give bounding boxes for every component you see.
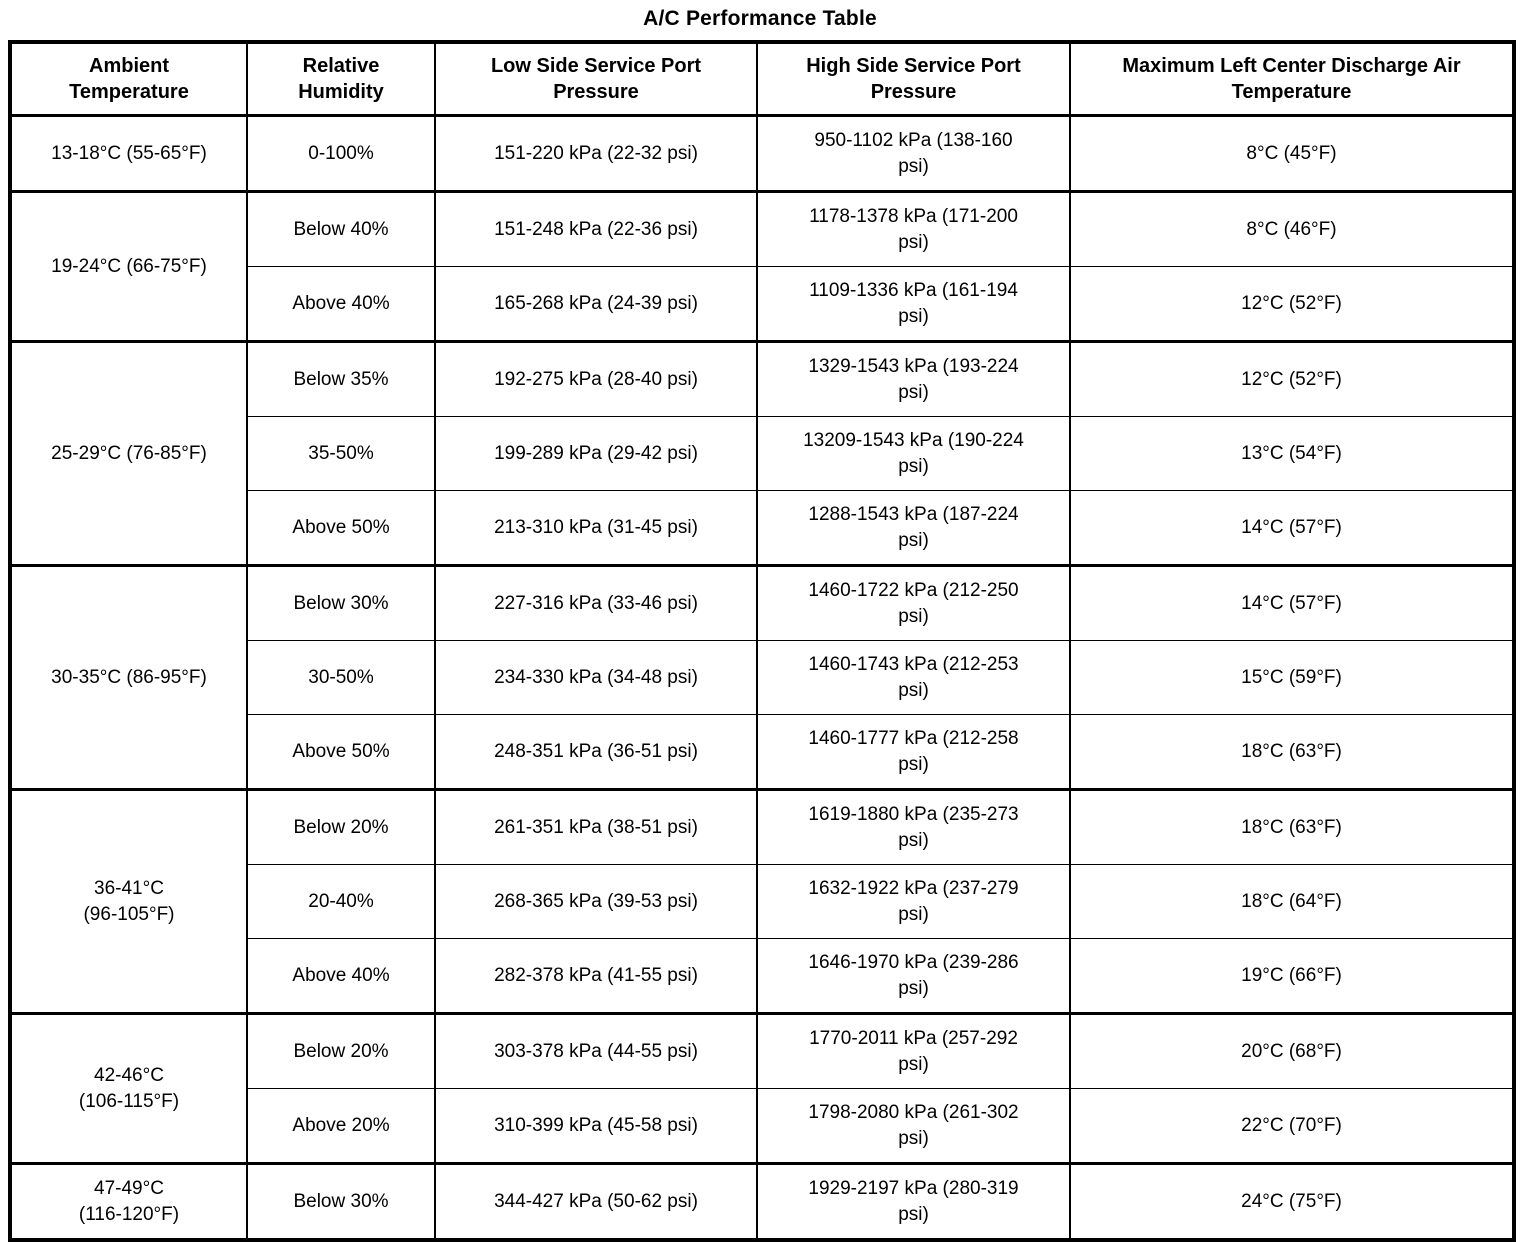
- column-header-low-side-pressure: Low Side Service Port Pressure: [434, 41, 758, 117]
- cell-high-side-pressure: 1460-1777 kPa (212-258 psi): [756, 714, 1071, 790]
- cell-relative-humidity: Below 30%: [246, 564, 436, 641]
- cell-ambient-temperature: 19-24°C (66-75°F): [9, 190, 248, 342]
- cell-high-side-pressure: 1619-1880 kPa (235-273 psi): [756, 788, 1071, 865]
- cell-max-discharge-temperature: 12°C (52°F): [1069, 266, 1515, 342]
- table-row: 47-49°C (116-120°F) Below 30% 344-427 kPa …: [9, 1162, 1515, 1241]
- cell-low-side-pressure: 248-351 kPa (36-51 psi): [434, 714, 758, 790]
- table-row: 30-35°C (86-95°F) Below 30% 227-316 kPa (3…: [9, 564, 1515, 790]
- cell-max-discharge-temperature: 19°C (66°F): [1069, 938, 1515, 1014]
- cell-relative-humidity: Above 50%: [246, 490, 436, 566]
- cell-high-side-pressure: 1460-1722 kPa (212-250 psi): [756, 564, 1071, 641]
- cell-relative-humidity: Below 35%: [246, 340, 436, 417]
- cell-max-discharge-temperature: 18°C (63°F): [1069, 714, 1515, 790]
- cell-max-discharge-temperature: 8°C (46°F): [1069, 190, 1515, 267]
- cell-relative-humidity: Below 30%: [246, 1162, 436, 1241]
- table-row: 35-50% 199-289 kPa (29-42 psi) 13209-1543 …: [10, 416, 1515, 491]
- cell-low-side-pressure: 282-378 kPa (41-55 psi): [434, 938, 758, 1014]
- cell-high-side-pressure: 1929-2197 kPa (280-319 psi): [756, 1162, 1071, 1241]
- cell-max-discharge-temperature: 14°C (57°F): [1069, 564, 1515, 641]
- cell-low-side-pressure: 151-220 kPa (22-32 psi): [434, 114, 758, 192]
- cell-relative-humidity: Above 50%: [246, 714, 436, 790]
- cell-max-discharge-temperature: 13°C (54°F): [1069, 416, 1515, 491]
- cell-relative-humidity: Below 20%: [246, 788, 436, 865]
- cell-max-discharge-temperature: 20°C (68°F): [1069, 1012, 1515, 1089]
- cell-high-side-pressure: 1109-1336 kPa (161-194 psi): [756, 266, 1071, 342]
- cell-high-side-pressure: 1646-1970 kPa (239-286 psi): [756, 938, 1071, 1014]
- table-row: 13-18°C (55-65°F) 0-100% 151-220 kPa (22-3…: [9, 114, 1515, 192]
- table-row: 20-40% 268-365 kPa (39-53 psi) 1632-1922 k…: [10, 864, 1515, 939]
- cell-relative-humidity: Above 40%: [246, 266, 436, 342]
- cell-low-side-pressure: 234-330 kPa (34-48 psi): [434, 640, 758, 715]
- table-row: 30-50% 234-330 kPa (34-48 psi) 1460-1743 k…: [10, 640, 1515, 715]
- cell-ambient-temperature: 36-41°C (96-105°F): [9, 788, 248, 1014]
- column-header-relative-humidity: Relative Humidity: [246, 41, 436, 117]
- cell-low-side-pressure: 344-427 kPa (50-62 psi): [434, 1162, 758, 1241]
- cell-ambient-temperature: 42-46°C (106-115°F): [9, 1012, 248, 1164]
- table-row: 36-41°C (96-105°F) Below 20% 261-351 kPa (…: [9, 788, 1515, 1014]
- cell-max-discharge-temperature: 8°C (45°F): [1069, 114, 1515, 192]
- cell-max-discharge-temperature: 18°C (64°F): [1069, 864, 1515, 939]
- cell-low-side-pressure: 310-399 kPa (45-58 psi): [434, 1088, 758, 1164]
- table-row: Above 20% 310-399 kPa (45-58 psi) 1798-208…: [10, 1088, 1515, 1164]
- cell-relative-humidity: Above 40%: [246, 938, 436, 1014]
- cell-low-side-pressure: 303-378 kPa (44-55 psi): [434, 1012, 758, 1089]
- table-row: 19-24°C (66-75°F) Below 40% 151-248 kPa (2…: [9, 190, 1515, 342]
- cell-relative-humidity: 35-50%: [246, 416, 436, 491]
- cell-low-side-pressure: 199-289 kPa (29-42 psi): [434, 416, 758, 491]
- column-header-high-side-pressure: High Side Service Port Pressure: [756, 41, 1071, 117]
- cell-ambient-temperature: 47-49°C (116-120°F): [9, 1162, 248, 1241]
- cell-ambient-temperature: 25-29°C (76-85°F): [9, 340, 248, 566]
- cell-max-discharge-temperature: 22°C (70°F): [1069, 1088, 1515, 1164]
- cell-low-side-pressure: 192-275 kPa (28-40 psi): [434, 340, 758, 417]
- cell-relative-humidity: 0-100%: [246, 114, 436, 192]
- cell-max-discharge-temperature: 24°C (75°F): [1069, 1162, 1515, 1241]
- cell-relative-humidity: 30-50%: [246, 640, 436, 715]
- cell-ambient-temperature: 13-18°C (55-65°F): [9, 114, 248, 192]
- cell-low-side-pressure: 213-310 kPa (31-45 psi): [434, 490, 758, 566]
- cell-relative-humidity: Above 20%: [246, 1088, 436, 1164]
- column-header-max-discharge-temperature: Maximum Left Center Discharge Air Temper…: [1069, 41, 1515, 117]
- cell-max-discharge-temperature: 12°C (52°F): [1069, 340, 1515, 417]
- cell-low-side-pressure: 227-316 kPa (33-46 psi): [434, 564, 758, 641]
- cell-relative-humidity: Below 40%: [246, 190, 436, 267]
- cell-high-side-pressure: 950-1102 kPa (138-160 psi): [756, 114, 1071, 192]
- cell-ambient-temperature: 30-35°C (86-95°F): [9, 564, 248, 790]
- cell-low-side-pressure: 261-351 kPa (38-51 psi): [434, 788, 758, 865]
- cell-low-side-pressure: 268-365 kPa (39-53 psi): [434, 864, 758, 939]
- cell-max-discharge-temperature: 18°C (63°F): [1069, 788, 1515, 865]
- column-header-ambient-temperature: Ambient Temperature: [9, 41, 248, 117]
- page-title: A/C Performance Table: [643, 7, 877, 30]
- cell-relative-humidity: 20-40%: [246, 864, 436, 939]
- cell-high-side-pressure: 13209-1543 kPa (190-224 psi): [756, 416, 1071, 491]
- cell-relative-humidity: Below 20%: [246, 1012, 436, 1089]
- table-row: Above 50% 213-310 kPa (31-45 psi) 1288-154…: [10, 490, 1515, 566]
- cell-high-side-pressure: 1329-1543 kPa (193-224 psi): [756, 340, 1071, 417]
- cell-high-side-pressure: 1460-1743 kPa (212-253 psi): [756, 640, 1071, 715]
- table-row: Above 50% 248-351 kPa (36-51 psi) 1460-177…: [10, 714, 1515, 790]
- cell-low-side-pressure: 165-268 kPa (24-39 psi): [434, 266, 758, 342]
- cell-high-side-pressure: 1798-2080 kPa (261-302 psi): [756, 1088, 1071, 1164]
- cell-max-discharge-temperature: 15°C (59°F): [1069, 640, 1515, 715]
- cell-high-side-pressure: 1632-1922 kPa (237-279 psi): [756, 864, 1071, 939]
- table-row: 25-29°C (76-85°F) Below 35% 192-275 kPa (2…: [9, 340, 1515, 566]
- table-row: Above 40% 282-378 kPa (41-55 psi) 1646-197…: [10, 938, 1515, 1014]
- cell-low-side-pressure: 151-248 kPa (22-36 psi): [434, 190, 758, 267]
- table-row: 42-46°C (106-115°F) Below 20% 303-378 kPa …: [9, 1012, 1515, 1164]
- cell-high-side-pressure: 1770-2011 kPa (257-292 psi): [756, 1012, 1071, 1089]
- ac-performance-table: Ambient Temperature Relative Humidity Lo…: [8, 40, 1516, 1242]
- header-row: Ambient Temperature Relative Humidity Lo…: [9, 41, 1515, 117]
- table-row: Above 40% 165-268 kPa (24-39 psi) 1109-133…: [10, 266, 1515, 342]
- table-body: 13-18°C (55-65°F) 0-100% 151-220 kPa (22-3…: [9, 114, 1515, 1241]
- cell-high-side-pressure: 1178-1378 kPa (171-200 psi): [756, 190, 1071, 267]
- cell-max-discharge-temperature: 14°C (57°F): [1069, 490, 1515, 566]
- cell-high-side-pressure: 1288-1543 kPa (187-224 psi): [756, 490, 1071, 566]
